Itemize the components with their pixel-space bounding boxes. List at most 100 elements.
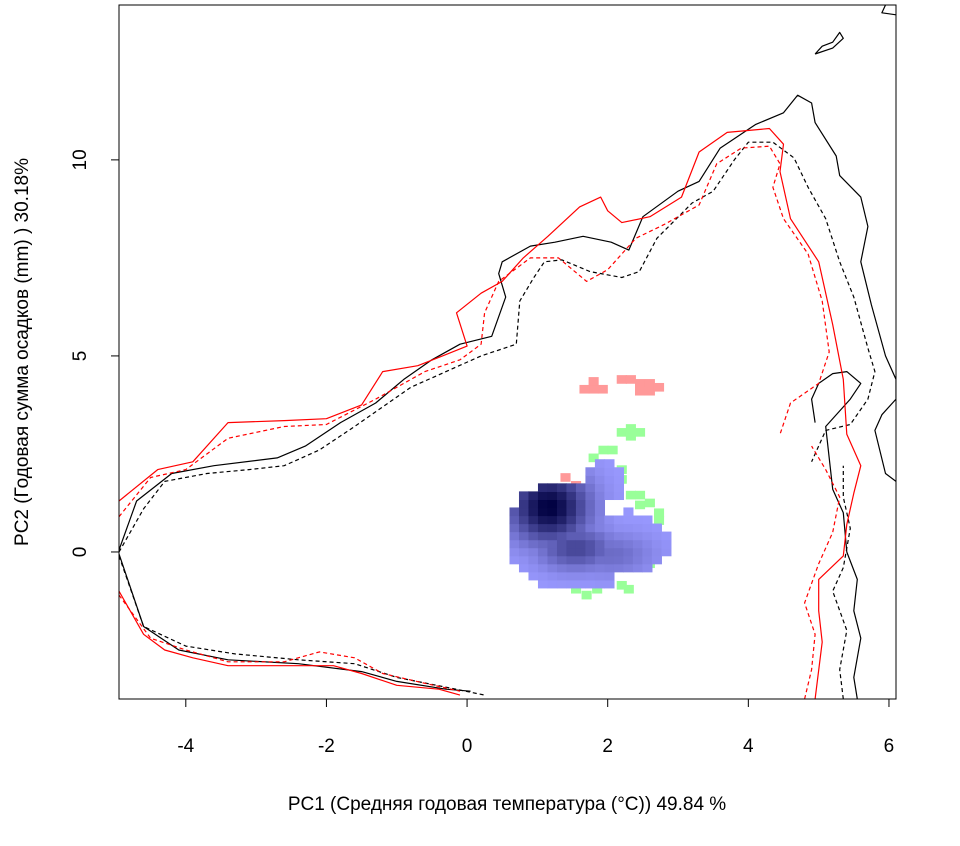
overlap-cell <box>594 523 606 533</box>
overlap-cell <box>575 571 587 581</box>
overlap-cell <box>556 515 568 525</box>
niche-2-cell <box>623 584 634 594</box>
overlap-cell <box>518 491 530 501</box>
overlap-cell <box>566 499 577 509</box>
overlap-cell <box>575 531 587 541</box>
overlap-cell <box>594 555 606 565</box>
overlap-cell <box>585 499 596 509</box>
overlap-cell <box>585 507 596 517</box>
overlap-cell <box>528 531 539 541</box>
overlap-cell <box>642 523 653 533</box>
overlap-cell <box>518 563 530 573</box>
contour-line-black <box>119 94 896 551</box>
overlap-cell <box>585 531 596 541</box>
overlap-cell <box>585 515 596 525</box>
overlap-cell <box>537 547 549 557</box>
niche-2-cell <box>635 490 646 500</box>
overlap-cell <box>537 515 549 525</box>
overlap-cell <box>632 547 643 557</box>
overlap-cell <box>642 563 653 573</box>
overlap-cell <box>566 579 577 589</box>
overlap-cell <box>604 483 615 492</box>
overlap-cell <box>566 555 577 565</box>
y-axis-title: PC2 (Годовая сумма осадков (mm) ) 30.18% <box>12 158 33 546</box>
overlap-cell <box>613 475 624 484</box>
overlap-cell <box>651 547 662 557</box>
niche-1-cell <box>588 377 599 386</box>
overlap-cell <box>585 491 596 501</box>
overlap-cell <box>585 579 596 589</box>
overlap-cell <box>556 531 568 541</box>
niche-2-cell <box>635 500 646 510</box>
overlap-cell <box>566 571 577 581</box>
overlap-cell <box>604 555 615 565</box>
overlap-cell <box>556 539 568 549</box>
niche-1-cell <box>579 384 590 394</box>
overlap-cell <box>566 539 577 549</box>
overlap-cell <box>566 523 577 533</box>
overlap-cell <box>594 491 606 501</box>
niche-2-cell <box>625 490 636 500</box>
overlap-cell <box>509 523 520 533</box>
overlap-cell <box>623 523 634 533</box>
contour-line-red <box>119 590 461 696</box>
overlap-cell <box>518 523 530 533</box>
overlap-cell <box>585 523 596 533</box>
overlap-cell <box>594 499 606 509</box>
overlap-cell <box>575 539 587 549</box>
overlap-cell <box>661 531 672 541</box>
overlap-cell <box>556 483 568 492</box>
overlap-cell <box>604 467 615 476</box>
overlap-cell <box>594 563 606 573</box>
x-tick-label: -4 <box>177 736 194 757</box>
overlap-cell <box>575 507 587 517</box>
overlap-cell <box>585 483 596 492</box>
overlap-cell <box>518 507 530 517</box>
overlap-cell <box>594 539 606 549</box>
overlap-cell <box>585 475 596 484</box>
x-tick-label: 6 <box>884 736 895 757</box>
overlap-cell <box>604 547 615 557</box>
overlap-cell <box>547 571 558 581</box>
overlap-cell <box>604 459 615 468</box>
overlap-cell <box>556 499 568 509</box>
overlap-cell <box>537 483 549 492</box>
overlap-cell <box>604 515 615 525</box>
niche-2-cell <box>625 431 636 441</box>
x-tick-label: 2 <box>602 736 613 757</box>
overlap-cell <box>566 531 577 541</box>
contour-line-red <box>119 594 461 692</box>
contour-line-red <box>804 445 841 699</box>
overlap-cell <box>594 547 606 557</box>
overlap-cell <box>556 523 568 533</box>
overlap-cell <box>556 547 568 557</box>
overlap-cell <box>585 563 596 573</box>
overlap-cell <box>613 555 624 565</box>
overlap-cell <box>642 547 653 557</box>
x-tick-label: 0 <box>462 736 473 757</box>
overlap-cell <box>547 563 558 573</box>
overlap-cell <box>547 523 558 533</box>
overlap-cell <box>509 539 520 549</box>
overlap-cell <box>528 555 539 565</box>
overlap-cell <box>604 491 615 501</box>
overlap-cell <box>613 539 624 549</box>
overlap-cell <box>547 555 558 565</box>
overlap-cell <box>585 539 596 549</box>
overlap-cell <box>518 499 530 509</box>
overlap-cell <box>528 539 539 549</box>
x-axis: -4 -2 0 2 4 6 <box>177 698 895 757</box>
niche-2-cell <box>598 445 609 455</box>
niche-density-layer <box>509 375 672 600</box>
y-tick-label: 5 <box>70 351 91 362</box>
overlap-cell <box>642 539 653 549</box>
overlap-cell <box>594 507 606 517</box>
niche-2-cell <box>616 580 627 590</box>
contour-line-black <box>811 371 862 699</box>
overlap-cell <box>575 499 587 509</box>
overlap-cell <box>613 467 624 476</box>
overlap-cell <box>623 531 634 541</box>
overlap-cell <box>594 467 606 476</box>
overlap-cell <box>537 523 549 533</box>
